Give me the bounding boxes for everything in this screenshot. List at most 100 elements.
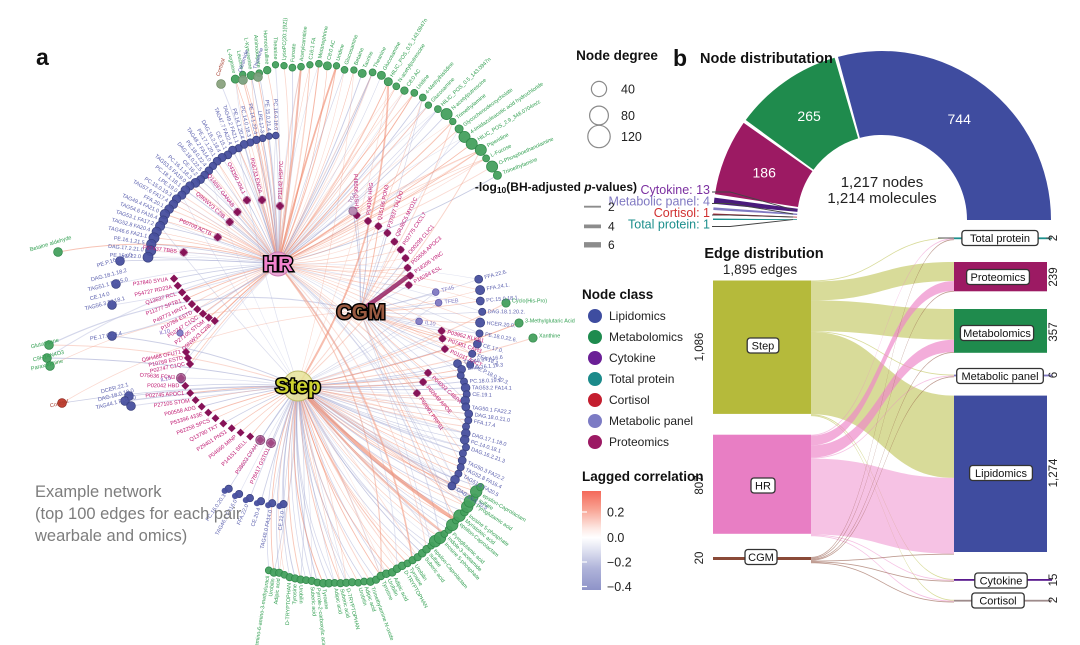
svg-text:CE.17.0.: CE.17.0. [482, 343, 504, 354]
svg-text:40: 40 [621, 82, 635, 96]
svg-text:PE.15.0.21.4: PE.15.0.21.4 [263, 100, 271, 132]
svg-text:HCER.20.0.: HCER.20.0. [486, 321, 515, 330]
svg-text:IL13: IL13 [160, 376, 172, 384]
svg-text:265: 265 [797, 108, 821, 124]
svg-text:744: 744 [948, 111, 972, 127]
svg-text:TGA: TGA [348, 191, 358, 204]
svg-text:PC.16.0.18.0: PC.16.0.18.0 [272, 99, 279, 131]
svg-text:Edge distribution: Edge distribution [704, 246, 823, 262]
svg-text:239: 239 [1048, 267, 1060, 286]
svg-text:Cytokine: Cytokine [609, 351, 656, 365]
svg-text:TFEB: TFEB [444, 298, 459, 305]
svg-text:TAG48.6 FA16.6: TAG48.6 FA16.6 [463, 355, 503, 366]
svg-text:Tyrosine: Tyrosine [292, 584, 298, 604]
svg-text:Proteomics: Proteomics [970, 272, 1026, 284]
svg-text:0.0: 0.0 [607, 531, 624, 545]
svg-text:120: 120 [621, 130, 642, 144]
svg-text:15: 15 [1048, 574, 1060, 587]
svg-text:L-Arginine: L-Arginine [225, 49, 236, 74]
svg-text:Urobilin: Urobilin [268, 578, 276, 597]
svg-text:Proteomics: Proteomics [609, 435, 669, 449]
svg-text:6: 6 [1048, 372, 1060, 378]
svg-text:PC.15.0.18.1.: PC.15.0.18.1. [486, 295, 519, 304]
svg-text:PE.18.0.22.6.: PE.18.0.22.6. [484, 332, 517, 344]
svg-text:DAG.17.2.21.0: DAG.17.2.21.0 [108, 244, 144, 254]
svg-text:DAG.16.1.19.3: DAG.16.1.19.3 [467, 362, 503, 372]
svg-text:HR: HR [755, 480, 771, 492]
svg-text:Pyrrole-2-carboxylic acid: Pyrrole-2-carboxylic acid [315, 588, 327, 645]
svg-text:−0.2: −0.2 [607, 555, 632, 569]
svg-text:CGM: CGM [337, 301, 386, 324]
svg-text:−0.4: −0.4 [607, 580, 632, 594]
svg-text:Lipidomics: Lipidomics [609, 309, 666, 323]
svg-text:CE.22.0: CE.22.0 [278, 511, 286, 531]
svg-text:Xanthine: Xanthine [539, 333, 560, 339]
svg-text:0.2: 0.2 [607, 505, 624, 519]
svg-text:2: 2 [1048, 597, 1060, 603]
svg-text:357: 357 [1048, 322, 1060, 341]
svg-text:CE.14.0: CE.14.0 [89, 291, 110, 302]
svg-text:TAG53.2 FA14.1: TAG53.2 FA14.1 [472, 385, 512, 391]
svg-text:TF45: TF45 [441, 285, 455, 294]
svg-text:D-TRYPTOPHAN: D-TRYPTOPHAN [285, 583, 293, 626]
svg-text:PE.14.1.22.4: PE.14.1.22.4 [247, 103, 258, 135]
svg-text:DAG.18.1.20.2.: DAG.18.1.20.2. [488, 309, 525, 315]
svg-text:CE.20.4: CE.20.4 [250, 507, 262, 527]
svg-text:Acetylcarnitine: Acetylcarnitine [299, 26, 309, 62]
svg-text:3-Methylglutaric Acid: 3-Methylglutaric Acid [525, 318, 575, 324]
svg-text:P07437 TBB5: P07437 TBB5 [142, 245, 177, 255]
svg-text:LPE.17.3: LPE.17.3 [256, 111, 265, 134]
svg-text:80: 80 [621, 109, 635, 123]
svg-text:Lipidomics: Lipidomics [975, 468, 1027, 480]
svg-text:Total protein: Total protein [970, 233, 1030, 245]
svg-text:b: b [673, 45, 687, 71]
svg-text:C16:1 FA: C16:1 FA [308, 37, 318, 61]
svg-text:Cortisol: Cortisol [49, 399, 69, 409]
svg-text:Furoate: Furoate [290, 43, 297, 62]
svg-text:L-Kynurenine: L-Kynurenine [242, 37, 252, 70]
svg-text:Uridine: Uridine [336, 44, 347, 62]
svg-text:Tyrosine: Tyrosine [321, 589, 330, 610]
svg-text:Metabolic panel: 4: Metabolic panel: 4 [609, 195, 711, 209]
svg-text:Aminoadipate: Aminoadipate [252, 35, 261, 68]
svg-text:Lagged correlation: Lagged correlation [582, 469, 704, 484]
svg-text:PC.18.0.19.1: PC.18.0.19.1 [470, 378, 502, 385]
svg-text:LysoPC(20:1(9Z)): LysoPC(20:1(9Z)) [282, 17, 289, 60]
svg-text:wearbale and omics): wearbale and omics) [34, 527, 187, 545]
svg-text:Urobilin: Urobilin [297, 585, 303, 603]
svg-text:186: 186 [753, 165, 777, 181]
svg-text:PE.16.1.21.5: PE.16.1.21.5 [113, 236, 145, 247]
svg-text:Step: Step [275, 375, 321, 398]
svg-text:IL10: IL10 [424, 320, 436, 328]
svg-text:IL10: IL10 [159, 329, 171, 337]
svg-text:6: 6 [608, 238, 615, 252]
svg-text:FFA.17.4: FFA.17.4 [473, 419, 496, 429]
svg-text:Total protein: 1: Total protein: 1 [628, 218, 710, 232]
svg-text:FFA.24.1.: FFA.24.1. [486, 282, 510, 292]
svg-text:Cytokine: 13: Cytokine: 13 [641, 183, 711, 197]
svg-text:Cortisol: Cortisol [609, 393, 650, 407]
svg-text:Step: Step [752, 340, 775, 352]
svg-text:TAG50.1 FA22.2: TAG50.1 FA22.2 [471, 405, 511, 416]
svg-text:Node degree: Node degree [576, 48, 658, 63]
svg-text:O75636 FCN3: O75636 FCN3 [139, 373, 175, 381]
svg-text:1,895 edges: 1,895 edges [723, 262, 798, 277]
svg-text:4: 4 [608, 220, 615, 234]
svg-text:CE.19.1: CE.19.1 [472, 392, 492, 399]
svg-text:Node distributation: Node distributation [700, 51, 833, 67]
svg-text:DAG.18.0.21.0: DAG.18.0.21.0 [474, 412, 510, 424]
svg-text:807: 807 [694, 475, 706, 494]
svg-text:CGM: CGM [748, 552, 774, 564]
svg-text:a: a [36, 44, 49, 70]
svg-text:P11142 HSP7C: P11142 HSP7C [278, 161, 285, 199]
svg-text:Adipic acid: Adipic acid [332, 588, 343, 615]
svg-text:-log10(BH-adjusted p-values): -log10(BH-adjusted p-values) [475, 180, 637, 195]
svg-text:Node class: Node class [582, 287, 653, 302]
svg-text:P27105 STOM: P27105 STOM [153, 398, 190, 409]
svg-text:Metabolomics: Metabolomics [963, 328, 1031, 340]
svg-text:Suberic acid: Suberic acid [309, 586, 317, 616]
svg-text:PE.17.0.20.4: PE.17.0.20.4 [90, 331, 123, 343]
svg-text:1,217 nodes: 1,217 nodes [841, 174, 924, 191]
svg-text:Metabolic panel: Metabolic panel [961, 371, 1038, 383]
svg-text:Cortisol: Cortisol [979, 595, 1016, 607]
